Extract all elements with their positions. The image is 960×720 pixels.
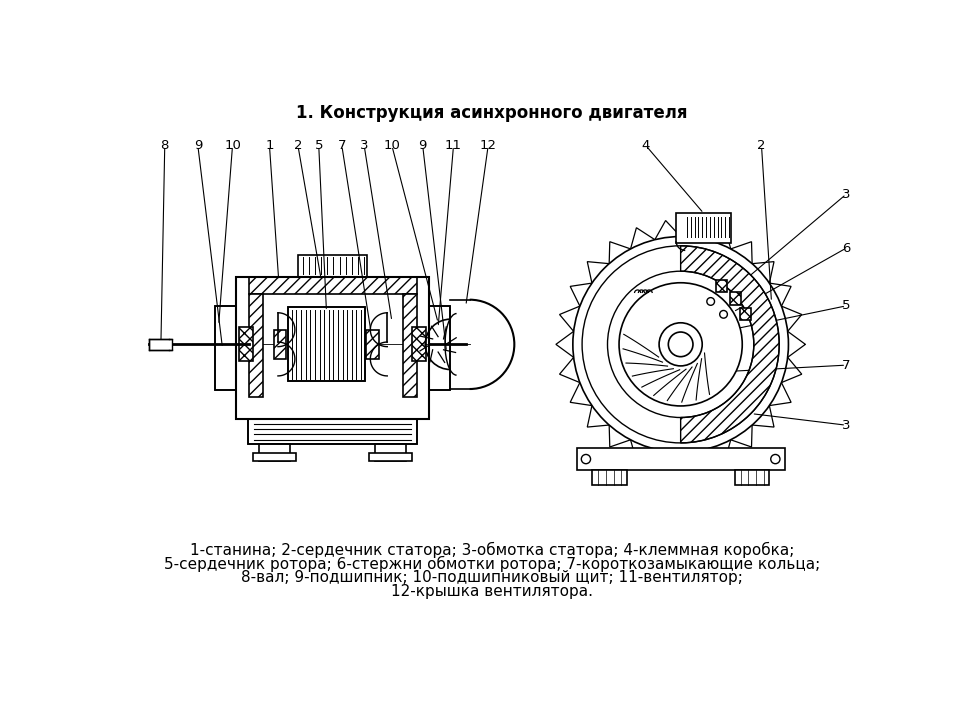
Text: 3: 3	[360, 139, 369, 152]
Bar	[298, 255, 368, 276]
Text: 7: 7	[338, 139, 347, 152]
Circle shape	[771, 454, 780, 464]
Text: 9: 9	[419, 139, 427, 152]
Text: 5: 5	[842, 300, 851, 312]
Circle shape	[668, 332, 693, 356]
Text: 4: 4	[642, 139, 650, 152]
Bar	[429, 306, 450, 390]
Bar	[236, 276, 429, 419]
Bar	[249, 276, 417, 294]
Text: 9: 9	[194, 139, 202, 152]
Text: 11: 11	[445, 139, 462, 152]
Bar	[429, 306, 450, 390]
Bar	[215, 306, 236, 390]
Text: 7: 7	[842, 359, 851, 372]
Bar	[259, 444, 290, 461]
Text: 1: 1	[265, 139, 274, 152]
Bar	[236, 276, 429, 419]
Bar	[249, 294, 262, 397]
Text: 1. Конструкция асинхронного двигателя: 1. Конструкция асинхронного двигателя	[297, 104, 687, 122]
Circle shape	[707, 297, 714, 305]
Bar	[239, 328, 253, 361]
Bar	[730, 292, 740, 305]
Text: 5: 5	[315, 139, 323, 152]
Bar	[734, 470, 769, 485]
Bar	[253, 453, 297, 461]
Polygon shape	[556, 220, 805, 468]
Text: 12-крышка вентилятора.: 12-крышка вентилятора.	[391, 584, 593, 599]
Text: 6: 6	[842, 242, 851, 255]
Text: 2: 2	[757, 139, 766, 152]
Bar	[248, 419, 418, 444]
Bar	[412, 328, 426, 361]
Bar	[740, 308, 751, 320]
Bar	[577, 449, 784, 470]
Bar	[275, 330, 286, 359]
Text: 1-станина; 2-сердечник статора; 3-обмотка статора; 4-клеммная коробка;: 1-станина; 2-сердечник статора; 3-обмотк…	[190, 542, 794, 558]
Bar	[215, 306, 236, 390]
Bar	[248, 419, 418, 444]
Bar	[716, 280, 727, 292]
Circle shape	[660, 323, 702, 366]
Text: 8: 8	[160, 139, 169, 152]
Text: 2: 2	[294, 139, 302, 152]
Bar	[369, 453, 412, 461]
Bar	[676, 213, 732, 243]
Text: 10: 10	[224, 139, 241, 152]
Bar	[288, 307, 365, 382]
Text: 8-вал; 9-подшипник; 10-подшипниковый щит; 11-вентилятор;: 8-вал; 9-подшипник; 10-подшипниковый щит…	[241, 570, 743, 585]
Bar	[367, 330, 379, 359]
Text: 12: 12	[480, 139, 496, 152]
Circle shape	[619, 283, 742, 406]
Polygon shape	[681, 246, 780, 443]
Text: 5-сердечник ротора; 6-стержни обмотки ротора; 7-короткозамыкающие кольца;: 5-сердечник ротора; 6-стержни обмотки ро…	[164, 556, 820, 572]
Bar	[150, 339, 173, 350]
Circle shape	[582, 454, 590, 464]
Text: 10: 10	[383, 139, 400, 152]
Bar	[402, 294, 417, 397]
Bar	[592, 470, 627, 485]
Text: 3: 3	[842, 188, 851, 201]
Circle shape	[573, 237, 788, 452]
Circle shape	[720, 310, 728, 318]
Bar	[375, 444, 406, 461]
Bar	[288, 307, 365, 382]
Text: 3: 3	[842, 419, 851, 432]
